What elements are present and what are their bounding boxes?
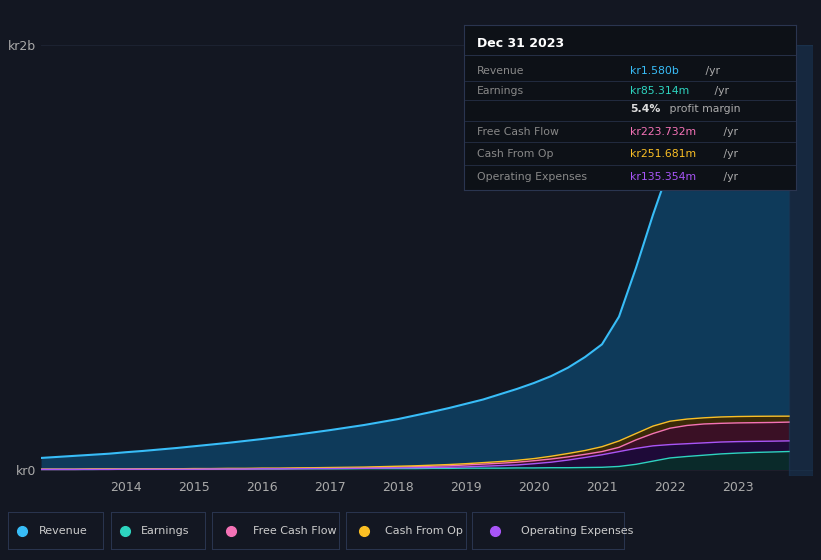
Text: Free Cash Flow: Free Cash Flow <box>477 127 559 137</box>
Text: Operating Expenses: Operating Expenses <box>521 526 633 535</box>
Text: /yr: /yr <box>720 149 738 159</box>
Text: Revenue: Revenue <box>39 526 87 535</box>
Text: /yr: /yr <box>711 86 729 96</box>
Text: /yr: /yr <box>720 127 738 137</box>
Text: kr251.681m: kr251.681m <box>631 149 696 159</box>
Text: profit margin: profit margin <box>666 105 741 114</box>
Text: kr223.732m: kr223.732m <box>631 127 696 137</box>
Text: Cash From Op: Cash From Op <box>477 149 553 159</box>
Text: Operating Expenses: Operating Expenses <box>477 172 587 182</box>
Text: /yr: /yr <box>720 172 738 182</box>
Text: kr85.314m: kr85.314m <box>631 86 690 96</box>
Text: Cash From Op: Cash From Op <box>384 526 462 535</box>
Text: 5.4%: 5.4% <box>631 105 660 114</box>
Text: Earnings: Earnings <box>477 86 525 96</box>
Text: kr1.580b: kr1.580b <box>631 66 679 76</box>
Text: Revenue: Revenue <box>477 66 525 76</box>
Text: kr135.354m: kr135.354m <box>631 172 696 182</box>
Text: Free Cash Flow: Free Cash Flow <box>253 526 336 535</box>
Text: Dec 31 2023: Dec 31 2023 <box>477 37 564 50</box>
Text: /yr: /yr <box>702 66 720 76</box>
Text: Earnings: Earnings <box>141 526 190 535</box>
Bar <box>789 45 813 476</box>
